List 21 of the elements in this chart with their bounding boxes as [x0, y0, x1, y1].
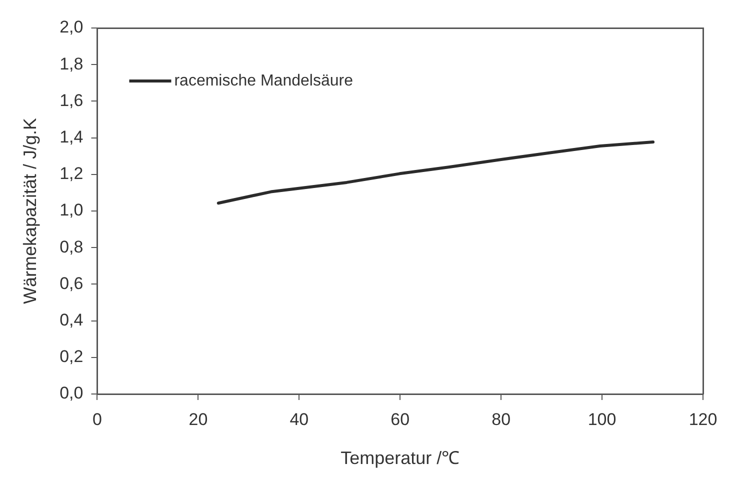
- x-axis-title: Temperatur /℃: [340, 448, 460, 468]
- y-tick-label: 1,6: [60, 90, 84, 110]
- x-tick-label: 0: [92, 410, 102, 429]
- legend-label: racemische Mandelsäure: [174, 72, 354, 90]
- y-tick-label: 0,8: [60, 237, 84, 256]
- y-tick-label: 2,0: [60, 18, 84, 37]
- x-tick-label: 40: [290, 410, 309, 429]
- y-tick-label: 0,6: [60, 274, 84, 293]
- y-tick-label: 0,0: [60, 384, 84, 403]
- y-tick-label: 0,4: [60, 310, 84, 330]
- y-tick-label: 1,4: [60, 127, 84, 146]
- y-tick-label: 1,2: [60, 164, 84, 184]
- x-tick-label: 80: [492, 410, 511, 429]
- y-tick-label: 1,8: [60, 54, 84, 74]
- y-tick-label: 1,0: [60, 200, 84, 220]
- y-axis-title: Wärmekapazität / J/g.K: [20, 118, 40, 304]
- x-tick-label: 20: [188, 410, 208, 429]
- y-tick-label: 0,2: [60, 347, 84, 366]
- x-tick-label: 60: [390, 410, 410, 429]
- x-tick-label: 120: [688, 410, 718, 429]
- x-tick-label: 100: [588, 410, 616, 429]
